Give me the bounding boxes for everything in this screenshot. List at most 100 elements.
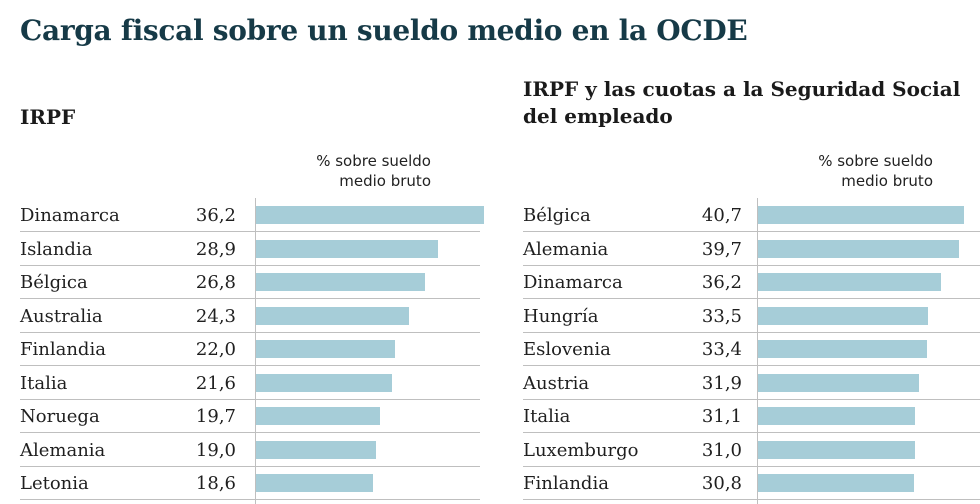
irpf-ss-row: Luxemburgo 31,0: [523, 433, 980, 467]
value-label: 39,7: [701, 238, 742, 260]
value-label: 26,8: [195, 272, 236, 293]
irpf-ss-unit-label: % sobre sueldo medio bruto: [753, 151, 933, 191]
irpf-ss-row: Alemania 39,7: [523, 232, 980, 266]
irpf-row: Alemania 19,0: [20, 433, 480, 467]
irpf-ss-row: Italia 31,1: [523, 399, 980, 433]
row-divider: [523, 398, 980, 400]
irpf-ss-row: Hungría 33,5: [523, 299, 980, 333]
bar: [758, 340, 928, 358]
irpf-ss-row: Eslovenia 33,4: [523, 332, 980, 366]
irpf-ss-row: Dinamarca 36,2: [523, 265, 980, 299]
irpf-ss-panel-title: IRPF y las cuotas a la Seguridad Social …: [523, 77, 961, 128]
bar: [256, 239, 439, 258]
bar: [758, 206, 964, 224]
category-label: Finlandia: [523, 473, 609, 494]
row-divider: [20, 365, 480, 366]
value-label: 19,0: [195, 439, 236, 461]
category-label: Italia: [523, 406, 571, 427]
value-label: 33,5: [701, 305, 742, 327]
row-divider: [523, 365, 980, 366]
row-divider: [20, 331, 480, 333]
category-label: Finlandia: [20, 339, 106, 360]
bar: [758, 407, 916, 425]
unit-line-2: medio bruto: [339, 172, 431, 190]
category-label: Islandia: [20, 238, 93, 260]
irpf-row: Letonia 18,6: [20, 466, 480, 500]
category-label: Luxemburgo: [523, 439, 639, 461]
row-divider: [20, 264, 480, 266]
value-label: 36,2: [195, 205, 236, 226]
bar: [758, 306, 928, 325]
irpf-row: Islandia 28,9: [20, 232, 480, 266]
value-label: 31,0: [701, 439, 742, 461]
category-label: Noruega: [20, 406, 100, 427]
value-label: 30,8: [701, 473, 742, 494]
value-label: 31,9: [701, 372, 742, 394]
irpf-unit-label: % sobre sueldo medio bruto: [251, 151, 431, 191]
category-label: Hungría: [523, 305, 599, 327]
bar: [256, 474, 374, 492]
category-label: Austria: [523, 372, 590, 394]
value-label: 36,2: [701, 272, 742, 293]
irpf-axis-line: [255, 198, 256, 504]
value-label: 21,6: [195, 372, 236, 394]
unit-line-1: % sobre sueldo: [316, 152, 431, 170]
bar: [758, 474, 914, 492]
bar: [758, 273, 942, 291]
irpf-ss-row: Finlandia 30,8: [523, 466, 980, 500]
category-label: Bélgica: [20, 272, 88, 293]
category-label: Dinamarca: [20, 205, 120, 226]
bar: [758, 440, 915, 459]
value-label: 40,7: [701, 205, 742, 226]
irpf-ss-axis-line: [757, 198, 758, 504]
bar: [256, 373, 393, 392]
irpf-ss-panel: IRPF y las cuotas a la Seguridad Social …: [523, 0, 980, 504]
row-divider: [20, 298, 480, 299]
irpf-ss-row: Bélgica 40,7: [523, 198, 980, 232]
bar: [256, 340, 395, 358]
value-label: 31,1: [701, 406, 742, 427]
category-label: Alemania: [20, 439, 106, 461]
irpf-row: Finlandia 22,0: [20, 332, 480, 366]
value-label: 24,3: [195, 305, 236, 327]
bar: [256, 440, 376, 459]
row-divider: [20, 499, 480, 500]
row-divider: [523, 298, 980, 299]
value-label: 19,7: [195, 406, 236, 427]
irpf-row: Dinamarca 36,2: [20, 198, 484, 232]
row-divider: [20, 398, 480, 400]
row-divider: [523, 331, 980, 333]
irpf-ss-row: Austria 31,9: [523, 366, 980, 400]
bar: [256, 306, 410, 325]
row-divider: [20, 465, 480, 467]
bar: [758, 239, 959, 258]
row-divider: [20, 432, 480, 433]
row-divider: [523, 499, 980, 500]
row-divider: [20, 231, 480, 232]
bar: [256, 206, 484, 224]
value-label: 28,9: [195, 238, 236, 260]
category-label: Australia: [20, 305, 103, 327]
value-label: 18,6: [195, 473, 236, 494]
bar: [256, 407, 381, 425]
irpf-panel-title: IRPF: [20, 105, 76, 129]
category-label: Italia: [20, 372, 68, 394]
category-label: Eslovenia: [523, 339, 611, 360]
row-divider: [523, 465, 980, 467]
unit-line-2: medio bruto: [841, 172, 933, 190]
row-divider: [523, 432, 980, 433]
value-label: 33,4: [701, 339, 742, 360]
unit-line-1: % sobre sueldo: [818, 152, 933, 170]
chart-main-title: Carga fiscal sobre un sueldo medio en la…: [20, 14, 748, 47]
irpf-row: Australia 24,3: [20, 299, 480, 333]
row-divider: [523, 264, 980, 266]
row-divider: [523, 231, 980, 232]
irpf-row: Italia 21,6: [20, 366, 480, 400]
category-label: Bélgica: [523, 205, 591, 226]
irpf-panel: IRPF % sobre sueldo medio bruto Dinamarc…: [20, 0, 484, 504]
category-label: Letonia: [20, 473, 89, 494]
category-label: Dinamarca: [523, 272, 623, 293]
bar: [256, 273, 425, 291]
irpf-row: Bélgica 26,8: [20, 265, 480, 299]
irpf-row: Noruega 19,7: [20, 399, 480, 433]
